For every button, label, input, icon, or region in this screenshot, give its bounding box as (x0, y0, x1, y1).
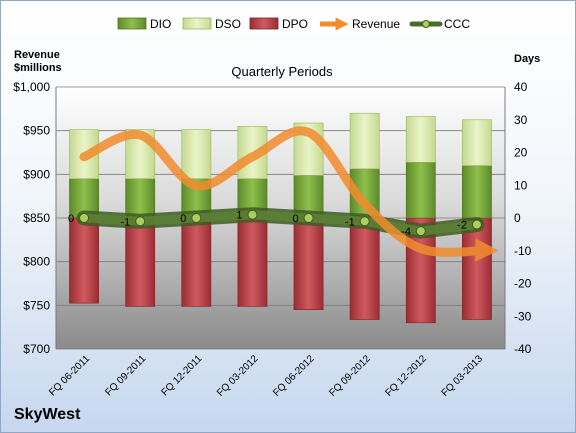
bar-dpo (125, 217, 156, 307)
ccc-line: 0 -1 0 1 0 -1 -4 -2 (68, 207, 485, 239)
ccc-data-label: -1 (345, 216, 355, 228)
right-tick-label: 20 (514, 146, 528, 160)
left-tick-label: $750 (23, 298, 50, 312)
left-tick-label: $950 (23, 124, 50, 138)
bar-dpo (293, 217, 324, 310)
category-label: FQ 03-2013 (440, 353, 486, 399)
category-label: FQ 06-2011 (47, 353, 92, 398)
ccc-data-label: 0 (292, 213, 298, 225)
right-tick-label: -20 (514, 277, 532, 291)
ccc-point (135, 216, 146, 227)
bar-dpo (181, 217, 212, 307)
left-tick-label: $1,000 (13, 80, 50, 94)
ccc-point (247, 209, 258, 220)
ccc-series-line-inner (79, 210, 482, 236)
ccc-data-label: 0 (68, 213, 74, 225)
right-tick-label: 40 (514, 80, 528, 94)
ccc-point (359, 216, 370, 227)
chart-title: Quarterly Periods (231, 64, 333, 79)
bar-dso (462, 119, 492, 166)
right-tick-label: -40 (514, 342, 532, 356)
bar-dpo (462, 217, 492, 320)
left-tick-label: $900 (23, 167, 50, 181)
revenue-series-line (79, 126, 499, 262)
ccc-data-label: 1 (236, 210, 242, 222)
legend-label-revenue: Revenue (352, 17, 400, 31)
bar-dpo (349, 217, 380, 320)
legend-label-ccc: CCC (444, 17, 470, 31)
category-label: FQ 09-2012 (327, 353, 373, 399)
ccc-data-label: -4 (401, 226, 411, 238)
revenue-line (79, 126, 499, 262)
ccc-point (471, 219, 482, 230)
legend: DIO DSO DPO Revenue CCC (117, 17, 470, 31)
ccc-point (191, 213, 202, 223)
legend-label-dio: DIO (150, 17, 171, 31)
ccc-point (303, 213, 314, 223)
bar-dio (405, 162, 436, 219)
bar-dpo (69, 217, 99, 304)
legend-label-dpo: DPO (282, 17, 308, 31)
ccc-point (79, 213, 90, 223)
ccc-point (415, 226, 426, 237)
bar-dio (125, 178, 156, 219)
legend-swatch-dso (182, 17, 212, 30)
left-tick-label: $800 (23, 255, 50, 269)
legend-label-dso: DSO (215, 17, 241, 31)
bar-dso (405, 116, 436, 163)
right-axis-label: Days (514, 53, 540, 65)
left-axis-ticks: $700 $750 $800 $850 $900 $950 $1,000 (13, 80, 50, 356)
right-tick-label: -30 (514, 309, 532, 323)
category-label: FQ 12-2011 (159, 353, 204, 398)
ccc-data-label: -1 (120, 216, 130, 228)
bar-dso (349, 112, 380, 170)
category-labels: FQ 06-2011 FQ 09-2011 FQ 12-2011 FQ 03-2012… (47, 353, 485, 399)
legend-swatch-dpo (249, 17, 279, 30)
left-tick-label: $700 (23, 342, 50, 356)
category-label: FQ 03-2012 (215, 353, 261, 399)
left-axis-label-line2: $millions (14, 62, 62, 74)
category-label: FQ 06-2012 (271, 353, 317, 399)
bar-dio (462, 165, 492, 219)
category-label: FQ 12-2012 (383, 353, 429, 399)
bar-dpo (237, 217, 268, 307)
category-label: FQ 09-2011 (103, 353, 148, 398)
right-tick-label: 10 (514, 178, 528, 192)
bar-dso (181, 129, 212, 179)
right-axis-ticks: -40 -30 -20 -10 0 10 20 30 40 (514, 80, 532, 356)
right-tick-label: -10 (514, 244, 532, 258)
legend-swatch-dio (117, 17, 147, 30)
right-tick-label: 30 (514, 113, 528, 127)
right-tick-label: 0 (514, 211, 521, 225)
company-name: SkyWest (14, 406, 81, 423)
ccc-data-label: 0 (180, 213, 186, 225)
left-tick-label: $850 (23, 211, 50, 225)
left-axis-label-line1: Revenue (14, 49, 60, 61)
ccc-data-label: -2 (457, 220, 467, 232)
legend-swatch-ccc-dot (422, 20, 430, 28)
